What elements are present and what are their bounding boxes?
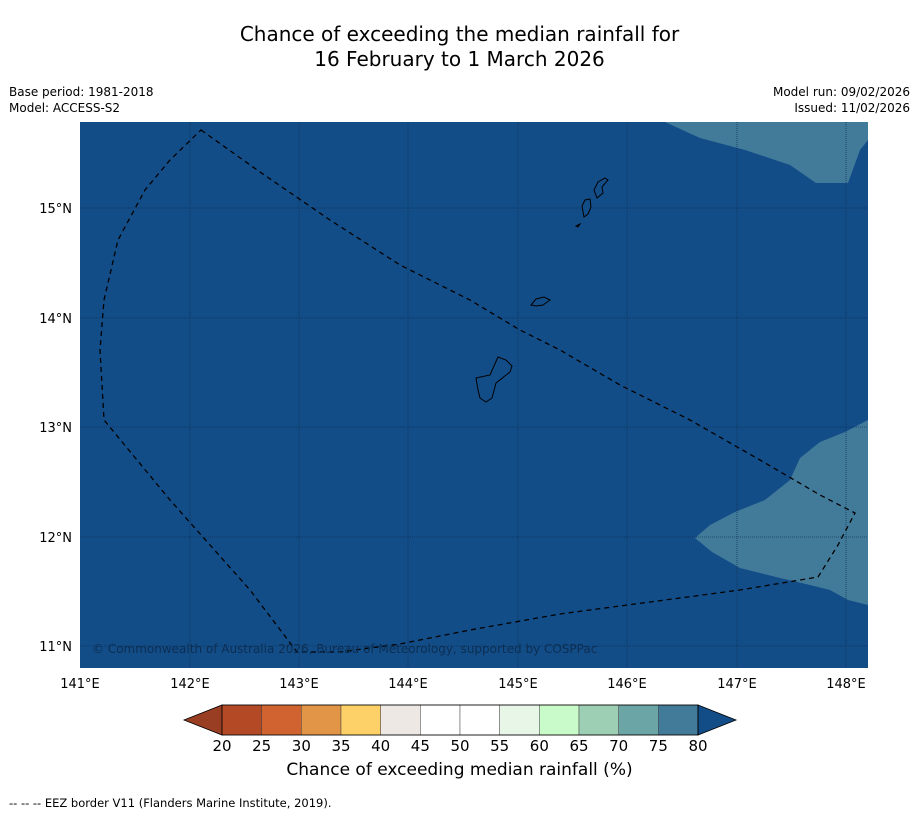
colorbar-under-arrow xyxy=(182,704,223,736)
model-run: Model run: 09/02/2026 xyxy=(772,85,910,99)
meta-right: Model run: 09/02/2026 Issued: 11/02/2026 xyxy=(773,84,910,116)
y-axis-ticks: 15°N 14°N 13°N 12°N 11°N xyxy=(39,202,72,655)
colorbar-title: Chance of exceeding median rainfall (%) xyxy=(286,760,633,780)
colorbar: 20 25 30 35 40 45 50 55 60 65 70 75 80 xyxy=(182,704,738,755)
island-saipan xyxy=(593,177,609,199)
chart-title: Chance of exceeding the median rainfall … xyxy=(0,22,919,72)
colorbar-segment xyxy=(499,704,540,736)
colorbar-segment xyxy=(261,704,302,736)
colorbar-segment xyxy=(618,704,659,736)
gridlines xyxy=(80,122,868,668)
colorbar-tick-label: 70 xyxy=(609,737,628,755)
issued-date: Issued: 11/02/2026 xyxy=(794,101,910,115)
colorbar-tick-label: 75 xyxy=(649,737,668,755)
colorbar-segment xyxy=(221,704,262,736)
colorbar-segment xyxy=(301,704,342,736)
island-tinian xyxy=(581,198,592,218)
colorbar-segment xyxy=(459,704,500,736)
colorbar-segments xyxy=(221,704,699,736)
x-tick: 148°E xyxy=(826,677,866,692)
y-tick: 11°N xyxy=(39,640,72,655)
island-rota xyxy=(530,296,551,307)
island-aguijan xyxy=(574,222,582,228)
colorbar-segment xyxy=(380,704,421,736)
colorbar-segment xyxy=(420,704,461,736)
x-tick: 144°E xyxy=(388,677,428,692)
colorbar-tick-label: 55 xyxy=(490,737,509,755)
map-background xyxy=(80,122,868,668)
map-area: © Commonwealth of Australia 2026, Bureau… xyxy=(80,122,868,668)
colorbar-tick-label: 80 xyxy=(688,737,707,755)
region-70-75-south xyxy=(695,420,868,605)
colorbar-tick-label: 65 xyxy=(569,737,588,755)
x-tick: 142°E xyxy=(170,677,210,692)
colorbar-over-arrow xyxy=(697,704,738,736)
colorbar-segment xyxy=(539,704,580,736)
colorbar-tick-label: 45 xyxy=(411,737,430,755)
y-tick: 14°N xyxy=(39,312,72,327)
colorbar-segment xyxy=(658,704,699,736)
colorbar-tick-labels: 20 25 30 35 40 45 50 55 60 65 70 75 80 xyxy=(212,737,707,755)
footer-note: -- -- -- EEZ border V11 (Flanders Marine… xyxy=(9,796,332,810)
islands xyxy=(475,177,609,403)
colorbar-tick-label: 60 xyxy=(530,737,549,755)
region-70-75-north xyxy=(665,122,868,183)
copyright-notice: © Commonwealth of Australia 2026, Bureau… xyxy=(92,642,597,656)
x-axis-ticks: 141°E 142°E 143°E 144°E 145°E 146°E 147°… xyxy=(60,677,866,692)
colorbar-tick-label: 35 xyxy=(331,737,350,755)
colorbar-tick-label: 40 xyxy=(371,737,390,755)
eez-border xyxy=(99,129,856,653)
colorbar-tick-label: 30 xyxy=(292,737,311,755)
x-tick: 146°E xyxy=(607,677,647,692)
colorbar-tick-label: 25 xyxy=(252,737,271,755)
colorbar-segment xyxy=(578,704,619,736)
x-tick: 145°E xyxy=(498,677,538,692)
colorbar-frame xyxy=(221,704,699,736)
x-tick: 143°E xyxy=(279,677,319,692)
x-tick: 141°E xyxy=(60,677,100,692)
model-name: Model: ACCESS-S2 xyxy=(9,101,121,115)
x-tick: 147°E xyxy=(717,677,757,692)
y-tick: 13°N xyxy=(39,421,72,436)
colorbar-tick-label: 20 xyxy=(212,737,231,755)
colorbar-tick-label: 50 xyxy=(450,737,469,755)
y-tick: 15°N xyxy=(39,202,72,217)
y-tick: 12°N xyxy=(39,531,72,546)
island-guam xyxy=(475,356,513,403)
meta-left: Base period: 1981-2018 Model: ACCESS-S2 xyxy=(9,84,154,116)
colorbar-segment xyxy=(340,704,381,736)
title-line-2: 16 February to 1 March 2026 xyxy=(314,47,605,71)
title-line-1: Chance of exceeding the median rainfall … xyxy=(239,22,680,46)
base-period: Base period: 1981-2018 xyxy=(9,85,154,99)
